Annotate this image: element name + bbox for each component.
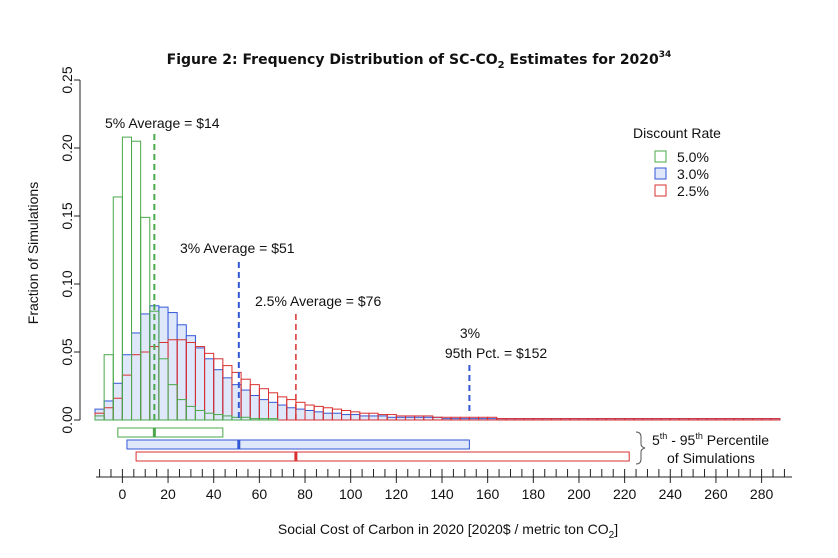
bar-3p0pct [295, 408, 306, 421]
y-tick-label: 0.00 [59, 406, 75, 433]
bar-3p0pct [213, 369, 224, 421]
bar-3p0pct [185, 335, 196, 421]
x-tick-label: 280 [750, 486, 774, 502]
range-box-5p0pct [117, 427, 224, 438]
bar-3p0pct [121, 354, 133, 421]
bar-3p0pct [167, 312, 178, 421]
y-tick-label: 0.10 [59, 270, 75, 297]
x-tick-label: 200 [567, 486, 591, 502]
bar-3p0pct [322, 412, 333, 421]
x-tick-label: 20 [160, 486, 176, 502]
y-tick-label: 0.05 [59, 338, 75, 365]
series-5pct-bars [94, 136, 279, 421]
bar-3p0pct [377, 415, 388, 421]
bar-3p0pct [149, 305, 160, 421]
bar-3p0pct [176, 324, 187, 421]
legend-label-3pct: 3.0% [677, 166, 709, 182]
legend: Discount Rate 5.0% 3.0% 2.5% [633, 125, 721, 199]
bar-3p0pct [277, 404, 288, 421]
bar-3p0pct [240, 389, 251, 421]
y-tick-label: 0.15 [59, 202, 75, 229]
bar-3p0pct [222, 377, 233, 421]
x-tick-label: 180 [522, 486, 546, 502]
annotation-3pct-95th-line2: 95th Pct. = $152 [445, 345, 548, 361]
annotation-3pct-average: 3% Average = $51 [180, 240, 295, 256]
percentile-label-line1: 5th - 95th Percentile [652, 431, 769, 448]
x-tick-label: 240 [659, 486, 683, 502]
percentile-label-line2: of Simulations [667, 450, 755, 466]
bar-2p5pct [770, 418, 781, 421]
x-tick-label: 0 [118, 486, 126, 502]
x-tick-label: 260 [704, 486, 728, 502]
series-3pct-bars [94, 305, 781, 421]
range-box-2p5pct [135, 451, 630, 462]
bar-3p0pct [268, 401, 279, 421]
bar-3p0pct [249, 395, 260, 421]
x-tick-label: 120 [385, 486, 409, 502]
x-tick-label: 60 [252, 486, 268, 502]
x-axis-label: Social Cost of Carbon in 2020 [2020$ / m… [278, 521, 618, 541]
y-tick-label: 0.25 [59, 66, 75, 93]
bar-3p0pct [368, 415, 379, 421]
bar-5p0pct [268, 418, 279, 421]
bar-3p0pct [204, 358, 215, 421]
x-tick-label: 100 [339, 486, 363, 502]
bar-3p0pct [194, 347, 206, 421]
legend-label-5pct: 5.0% [677, 149, 709, 165]
legend-swatch-3pct [654, 167, 667, 180]
annotation-3pct-95th-line1: 3% [460, 325, 480, 341]
annotation-2p5pct-average: 2.5% Average = $76 [255, 293, 381, 309]
bar-3p0pct [331, 412, 343, 421]
legend-swatch-5pct [654, 150, 667, 163]
legend-swatch-2p5pct [654, 184, 667, 197]
x-axis: 0 20 40 60 80 100 120 140 160 180 200 220 240 260 280 [96, 469, 792, 502]
x-tick-label: 80 [297, 486, 313, 502]
x-tick-label: 140 [430, 486, 454, 502]
x-tick-label: 220 [613, 486, 637, 502]
legend-title: Discount Rate [633, 125, 721, 141]
chart-title: Figure 2: Frequency Distribution of SC-C… [167, 50, 672, 71]
reference-lines [153, 134, 471, 420]
legend-label-2p5pct: 2.5% [677, 183, 709, 199]
bar-3p0pct [258, 399, 269, 421]
range-box-3p0pct [126, 439, 470, 450]
bar-3p0pct [341, 414, 352, 421]
bar-3p0pct [158, 306, 169, 421]
bar-3p0pct [94, 408, 105, 421]
y-axis-label: Fraction of Simulations [25, 182, 41, 324]
brace-icon [635, 431, 646, 465]
bar-3p0pct [103, 400, 114, 421]
bar-3p0pct [140, 313, 151, 421]
annotation-5pct-average: 5% Average = $14 [105, 115, 220, 131]
bar-3p0pct [131, 332, 142, 421]
x-tick-label: 160 [476, 486, 500, 502]
bar-3p0pct [313, 411, 324, 421]
y-axis: 0.00 0.05 0.10 0.15 0.20 0.25 [59, 66, 81, 434]
bar-3p0pct [350, 414, 361, 421]
bar-3p0pct [359, 415, 370, 421]
percentile-range-boxes [117, 427, 630, 462]
bar-3p0pct [112, 382, 123, 421]
y-tick-label: 0.20 [59, 134, 75, 161]
bar-3p0pct [286, 407, 297, 421]
bar-3p0pct [304, 409, 315, 421]
x-tick-label: 40 [206, 486, 222, 502]
